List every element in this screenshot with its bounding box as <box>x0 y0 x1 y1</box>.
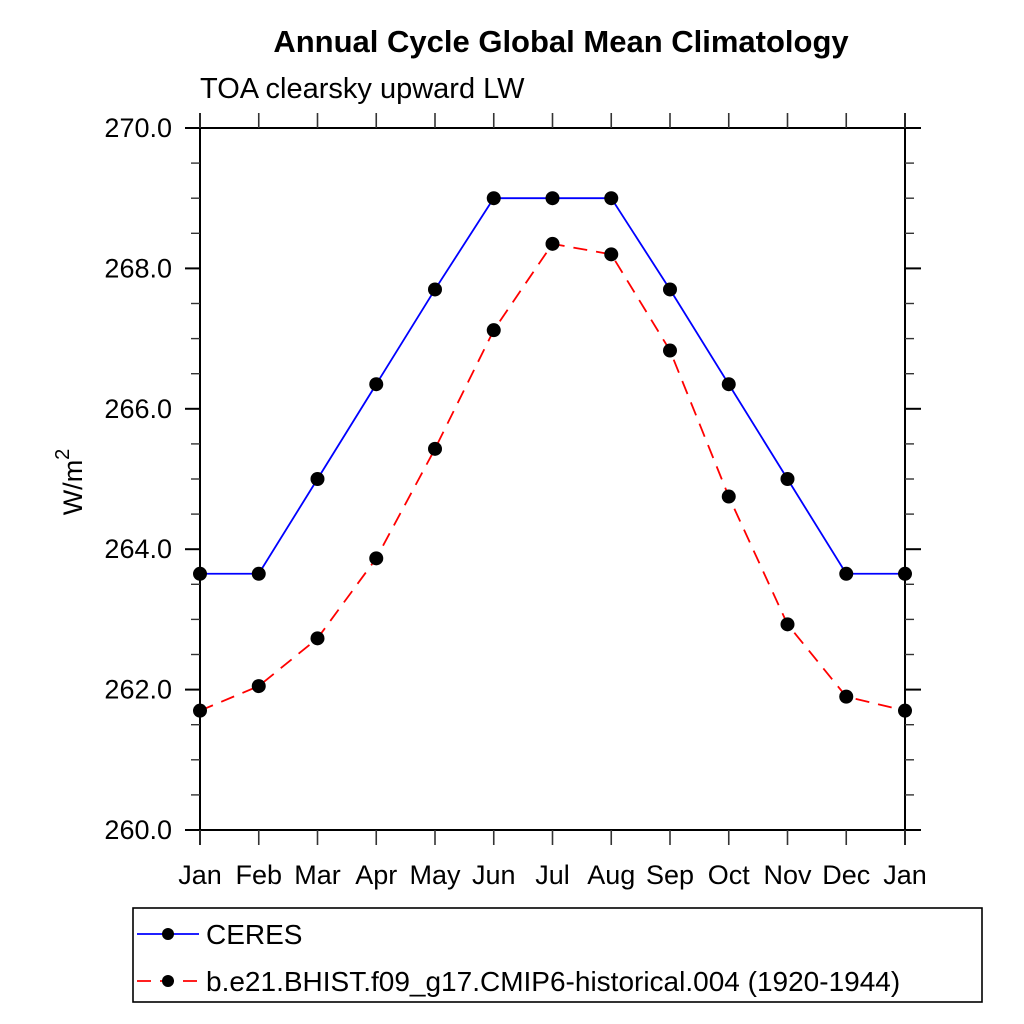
data-point-marker <box>369 551 384 566</box>
data-point-marker <box>251 679 266 694</box>
legend-label: b.e21.BHIST.f09_g17.CMIP6-historical.004… <box>206 966 900 997</box>
data-point-marker <box>251 566 266 581</box>
y-tick-label: 270.0 <box>104 113 172 143</box>
x-tick-label: Jan <box>883 860 927 890</box>
x-tick-label: Jun <box>472 860 516 890</box>
legend-marker <box>162 975 174 987</box>
y-tick-label: 266.0 <box>104 394 172 424</box>
x-tick-label: May <box>409 860 461 890</box>
legend-marker <box>162 928 174 940</box>
x-tick-label: Nov <box>763 860 812 890</box>
data-point-marker <box>428 441 442 456</box>
legend-label: CERES <box>206 919 302 950</box>
chart-subtitle: TOA clearsky upward LW <box>200 73 525 105</box>
y-tick-label: 262.0 <box>104 675 172 705</box>
y-tick-label: 260.0 <box>104 815 172 845</box>
data-point-marker <box>721 489 736 504</box>
x-tick-label: Apr <box>355 860 397 890</box>
data-point-marker <box>604 191 619 206</box>
data-point-marker <box>486 191 501 206</box>
axes: 260.0 262.0 264.0 266.0 268.0 270.0 Jan Feb Mar A… <box>104 113 927 890</box>
data-point-marker <box>780 617 795 632</box>
data-point-marker <box>545 191 560 206</box>
data-point-marker <box>898 703 912 718</box>
series-line-0 <box>200 197 905 575</box>
data-point-marker <box>721 377 736 392</box>
x-tick-label: Dec <box>822 860 870 890</box>
y-tick-label: 268.0 <box>104 253 172 283</box>
y-axis-label: W/m2 <box>52 449 88 516</box>
data-point-marker <box>839 689 854 704</box>
y-axis-label-exponent: 2 <box>52 449 74 460</box>
plot-series <box>193 191 912 718</box>
data-point-marker <box>310 472 325 486</box>
y-axis-label-base: W/m <box>58 460 88 515</box>
series-line-1 <box>199 242 906 712</box>
x-tick-label: Aug <box>587 860 635 890</box>
x-tick-label: Jul <box>535 860 570 890</box>
data-point-marker <box>663 282 677 297</box>
data-point-marker <box>839 566 854 581</box>
data-point-marker <box>780 472 795 486</box>
data-point-marker <box>898 566 912 581</box>
data-point-marker <box>604 247 619 262</box>
data-point-marker <box>310 631 325 646</box>
data-point-marker <box>428 282 442 297</box>
data-point-marker <box>369 377 384 392</box>
data-point-marker <box>193 703 207 718</box>
legend-box <box>132 907 983 1003</box>
x-tick-label: Mar <box>294 860 341 890</box>
data-point-marker <box>486 323 501 338</box>
x-tick-label: Jan <box>178 860 222 890</box>
y-tick-label: 264.0 <box>104 534 172 564</box>
x-tick-label: Oct <box>708 860 751 890</box>
x-tick-label: Sep <box>646 860 694 890</box>
data-point-marker <box>663 343 677 358</box>
x-tick-label: Feb <box>235 860 282 890</box>
chart-title: Annual Cycle Global Mean Climatology <box>273 24 849 59</box>
data-point-marker <box>193 566 207 581</box>
data-point-marker <box>545 236 560 251</box>
legend: CERES b.e21.BHIST.f09_g17.CMIP6-historica… <box>132 907 983 1003</box>
